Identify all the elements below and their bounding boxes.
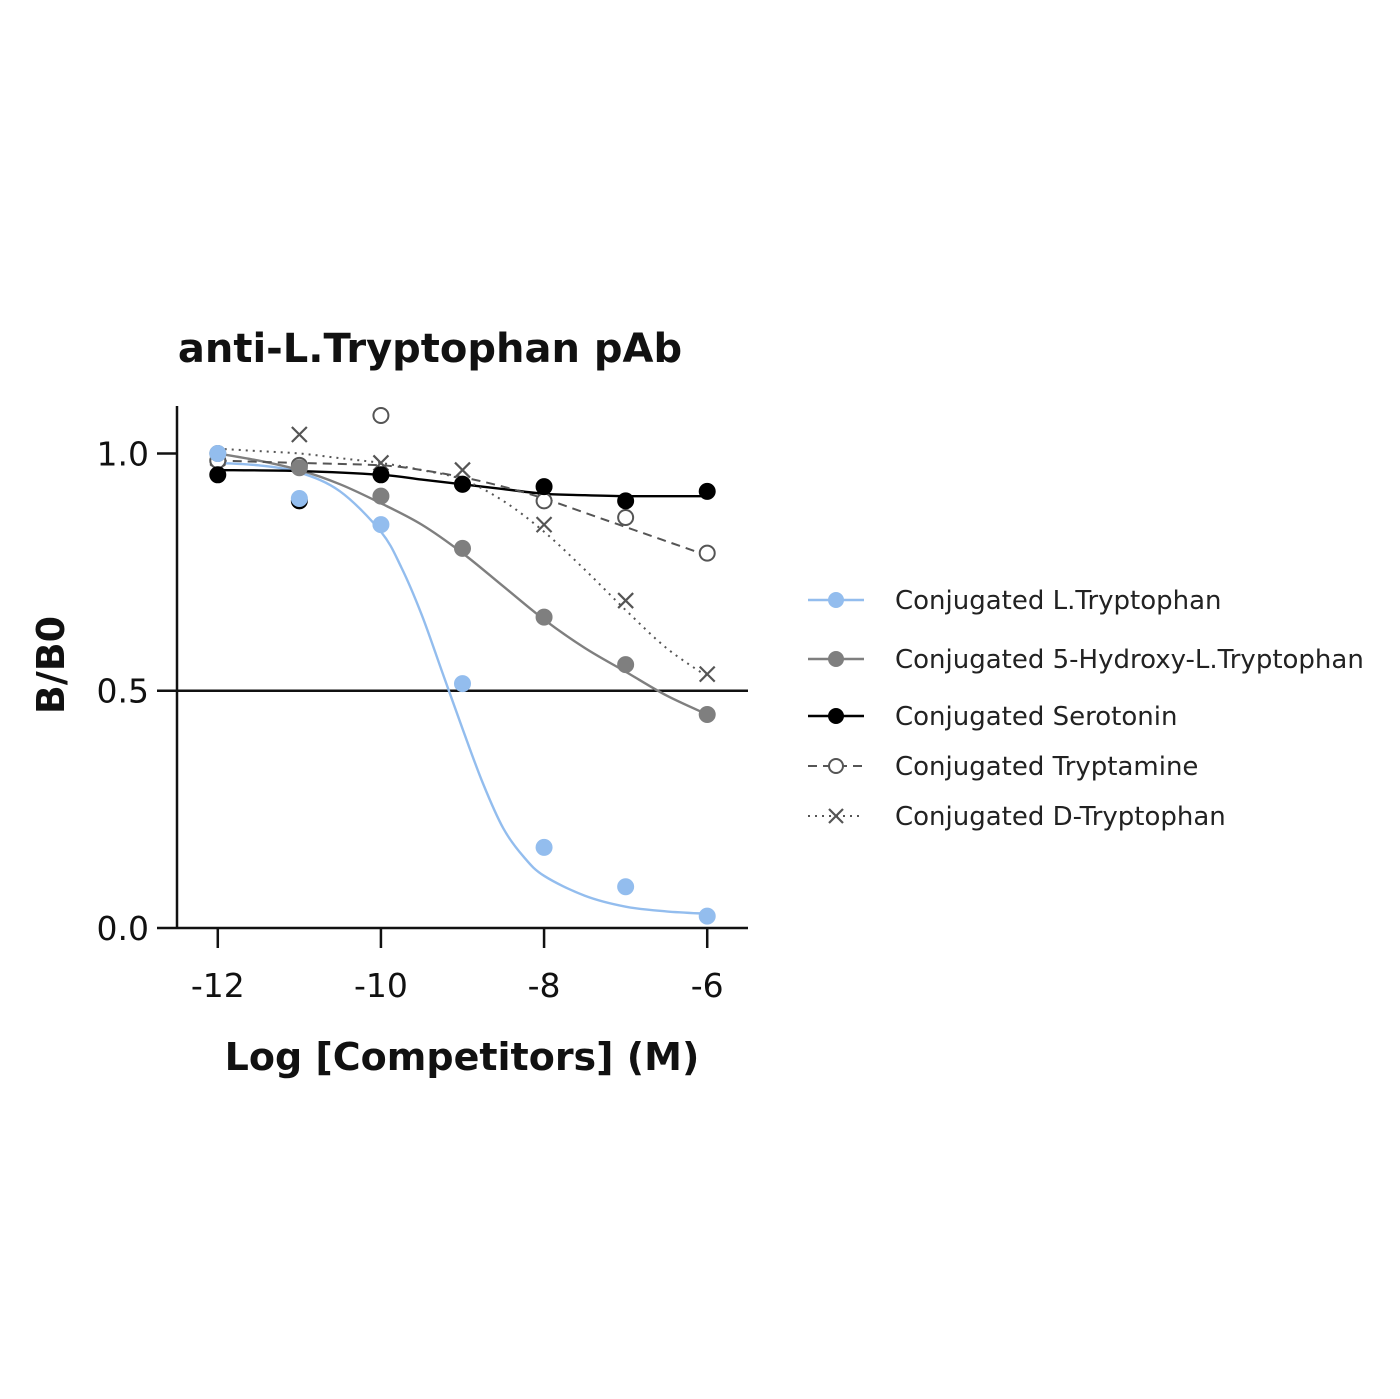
legend-entry-label: Conjugated Serotonin <box>895 702 1177 732</box>
data-point <box>698 544 716 562</box>
data-point <box>454 675 471 693</box>
x-axis-label: Log [Competitors] (M) <box>225 1035 700 1079</box>
data-point <box>209 444 227 462</box>
data-point <box>617 656 635 674</box>
data-point <box>698 705 716 723</box>
data-point <box>454 475 471 493</box>
data-point <box>454 539 471 557</box>
legend-swatch-marker <box>828 808 844 824</box>
data-point <box>535 838 553 856</box>
data-point <box>372 487 390 505</box>
data-point <box>291 426 308 443</box>
data-point <box>617 492 635 510</box>
legend-entry-label: Conjugated Tryptamine <box>895 752 1198 782</box>
y-tick-label: 0.0 <box>97 909 149 948</box>
x-tick-label: -10 <box>354 966 408 1005</box>
data-point <box>617 592 634 609</box>
data-point <box>290 459 308 477</box>
data-point <box>617 878 635 896</box>
legend: Conjugated L.Tryptophan Conjugated 5-Hydr… <box>808 586 1364 832</box>
data-point <box>535 478 553 496</box>
data-point <box>698 482 716 500</box>
x-tick-label: -8 <box>528 966 561 1005</box>
plot-area: -12 -10 -8 -6 0.0 0.5 1.0 <box>97 406 748 1005</box>
y-tick-label: 1.0 <box>97 434 149 473</box>
legend-swatch-marker <box>828 758 844 774</box>
x-tick-label: -12 <box>191 966 245 1005</box>
series-fit-line <box>217 459 708 557</box>
legend-entry-label: Conjugated 5-Hydroxy-L.Tryptophan <box>895 645 1364 675</box>
data-point <box>698 665 716 683</box>
series-fit-line <box>217 468 708 498</box>
legend-entry-label: Conjugated D-Tryptophan <box>895 802 1226 832</box>
data-point <box>372 516 390 534</box>
data-point <box>535 516 553 533</box>
legend-swatch-marker <box>828 651 844 667</box>
y-axis-label: B/B0 <box>29 616 73 714</box>
legend-swatch-marker <box>828 708 844 724</box>
data-point <box>535 608 553 626</box>
data-point <box>617 509 635 527</box>
data-point <box>454 461 471 479</box>
x-tick-label: -6 <box>691 966 724 1005</box>
legend-entry-label: Conjugated L.Tryptophan <box>895 586 1222 616</box>
chart-title: anti-L.Tryptophan pAb <box>178 326 682 372</box>
y-tick-label: 0.5 <box>97 672 149 711</box>
data-point <box>372 466 390 484</box>
series-fit-line <box>217 461 708 915</box>
legend-swatch-marker <box>828 592 844 608</box>
data-point <box>372 406 390 424</box>
data-point <box>209 466 227 484</box>
data-point <box>535 492 553 510</box>
data-point <box>698 907 716 925</box>
data-point <box>290 490 308 508</box>
